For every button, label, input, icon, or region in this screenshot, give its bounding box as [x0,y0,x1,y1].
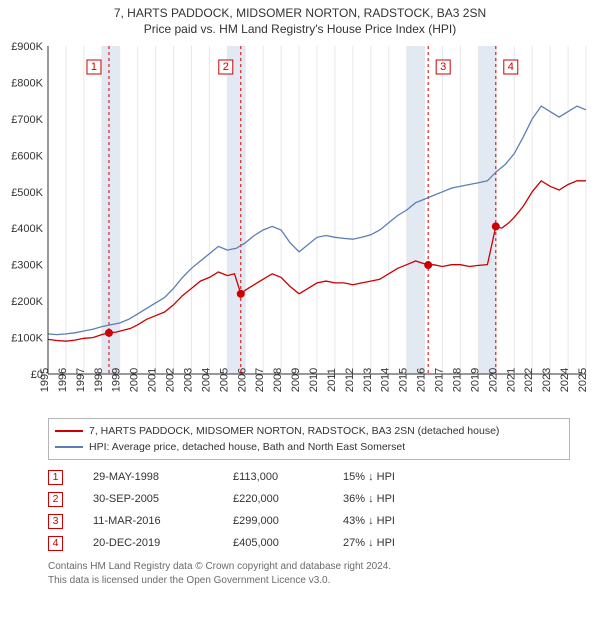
sale-diff: 36% ↓ HPI [343,493,463,505]
x-tick-label: 2001 [147,368,159,392]
x-tick-label: 2000 [129,368,141,392]
x-tick-label: 2019 [469,368,481,392]
sale-dot [237,290,245,298]
x-tick-label: 2007 [254,368,266,392]
table-row: 4 20-DEC-2019 £405,000 27% ↓ HPI [48,532,568,554]
sale-date: 29-MAY-1998 [93,471,233,483]
footer: Contains HM Land Registry data © Crown c… [48,560,570,587]
sale-dot [105,329,113,337]
x-tick-label: 1998 [93,368,105,392]
y-tick-label: £400K [11,223,43,235]
x-tick-label: 2022 [523,368,535,392]
sale-dot [492,222,500,230]
legend-swatch-property [55,430,83,432]
chart-container: 7, HARTS PADDOCK, MIDSOMER NORTON, RADST… [0,0,600,620]
x-tick-label: 2011 [326,368,338,392]
chart-svg: 1995199619971998199920002001200220032004… [0,40,600,410]
y-tick-label: £800K [11,77,43,89]
sale-price: £220,000 [233,493,343,505]
sale-price: £405,000 [233,537,343,549]
x-tick-label: 2014 [380,368,392,392]
x-tick-label: 2005 [218,368,230,392]
x-tick-label: 2008 [272,368,284,392]
sale-dot [424,261,432,269]
legend-item-property: 7, HARTS PADDOCK, MIDSOMER NORTON, RADST… [55,423,563,439]
legend-label-hpi: HPI: Average price, detached house, Bath… [89,441,405,453]
y-tick-label: £700K [11,114,43,126]
sale-diff: 43% ↓ HPI [343,515,463,527]
y-tick-label: £0 [31,369,43,381]
x-tick-label: 2018 [451,368,463,392]
y-tick-label: £200K [11,296,43,308]
x-tick-label: 2023 [541,368,553,392]
x-tick-label: 2012 [344,368,356,392]
chart-marker-number: 2 [223,61,229,73]
sale-marker-3: 3 [48,514,63,529]
x-tick-label: 2021 [505,368,517,392]
chart-marker-number: 1 [91,61,97,73]
chart-marker-number: 3 [440,61,446,73]
sale-price: £299,000 [233,515,343,527]
plot-area: 1995199619971998199920002001200220032004… [0,40,600,410]
x-tick-label: 1997 [75,368,87,392]
x-tick-label: 2004 [200,368,212,392]
y-tick-label: £600K [11,150,43,162]
footer-line-1: Contains HM Land Registry data © Crown c… [48,560,570,574]
x-tick-label: 2006 [236,368,248,392]
x-tick-label: 2017 [434,368,446,392]
sales-table: 1 29-MAY-1998 £113,000 15% ↓ HPI 2 30-SE… [48,466,568,554]
y-tick-label: £300K [11,260,43,272]
sale-diff: 15% ↓ HPI [343,471,463,483]
x-tick-label: 1996 [57,368,69,392]
x-tick-label: 2016 [416,368,428,392]
x-tick-label: 2015 [398,368,410,392]
x-tick-label: 2013 [362,368,374,392]
sale-date: 20-DEC-2019 [93,537,233,549]
sale-date: 11-MAR-2016 [93,515,233,527]
legend-item-hpi: HPI: Average price, detached house, Bath… [55,439,563,455]
sale-price: £113,000 [233,471,343,483]
x-tick-label: 2010 [308,368,320,392]
x-tick-label: 2003 [182,368,194,392]
x-tick-label: 2020 [487,368,499,392]
chart-marker-number: 4 [508,61,514,73]
chart-title-line1: 7, HARTS PADDOCK, MIDSOMER NORTON, RADST… [0,0,600,20]
y-tick-label: £500K [11,187,43,199]
sale-date: 30-SEP-2005 [93,493,233,505]
sale-marker-4: 4 [48,536,63,551]
x-tick-label: 1999 [111,368,123,392]
year-band [478,46,496,374]
sale-diff: 27% ↓ HPI [343,537,463,549]
year-band [407,46,425,374]
legend: 7, HARTS PADDOCK, MIDSOMER NORTON, RADST… [48,418,570,460]
y-tick-label: £100K [11,333,43,345]
year-band [227,46,245,374]
legend-label-property: 7, HARTS PADDOCK, MIDSOMER NORTON, RADST… [89,425,499,437]
x-tick-label: 2025 [577,368,589,392]
sale-marker-1: 1 [48,470,63,485]
table-row: 2 30-SEP-2005 £220,000 36% ↓ HPI [48,488,568,510]
x-tick-label: 2009 [290,368,302,392]
table-row: 1 29-MAY-1998 £113,000 15% ↓ HPI [48,466,568,488]
footer-line-2: This data is licensed under the Open Gov… [48,574,570,588]
chart-title-line2: Price paid vs. HM Land Registry's House … [0,20,600,40]
legend-swatch-hpi [55,446,83,448]
x-tick-label: 2002 [165,368,177,392]
sale-marker-2: 2 [48,492,63,507]
table-row: 3 11-MAR-2016 £299,000 43% ↓ HPI [48,510,568,532]
x-tick-label: 2024 [559,368,571,392]
y-tick-label: £900K [11,41,43,53]
